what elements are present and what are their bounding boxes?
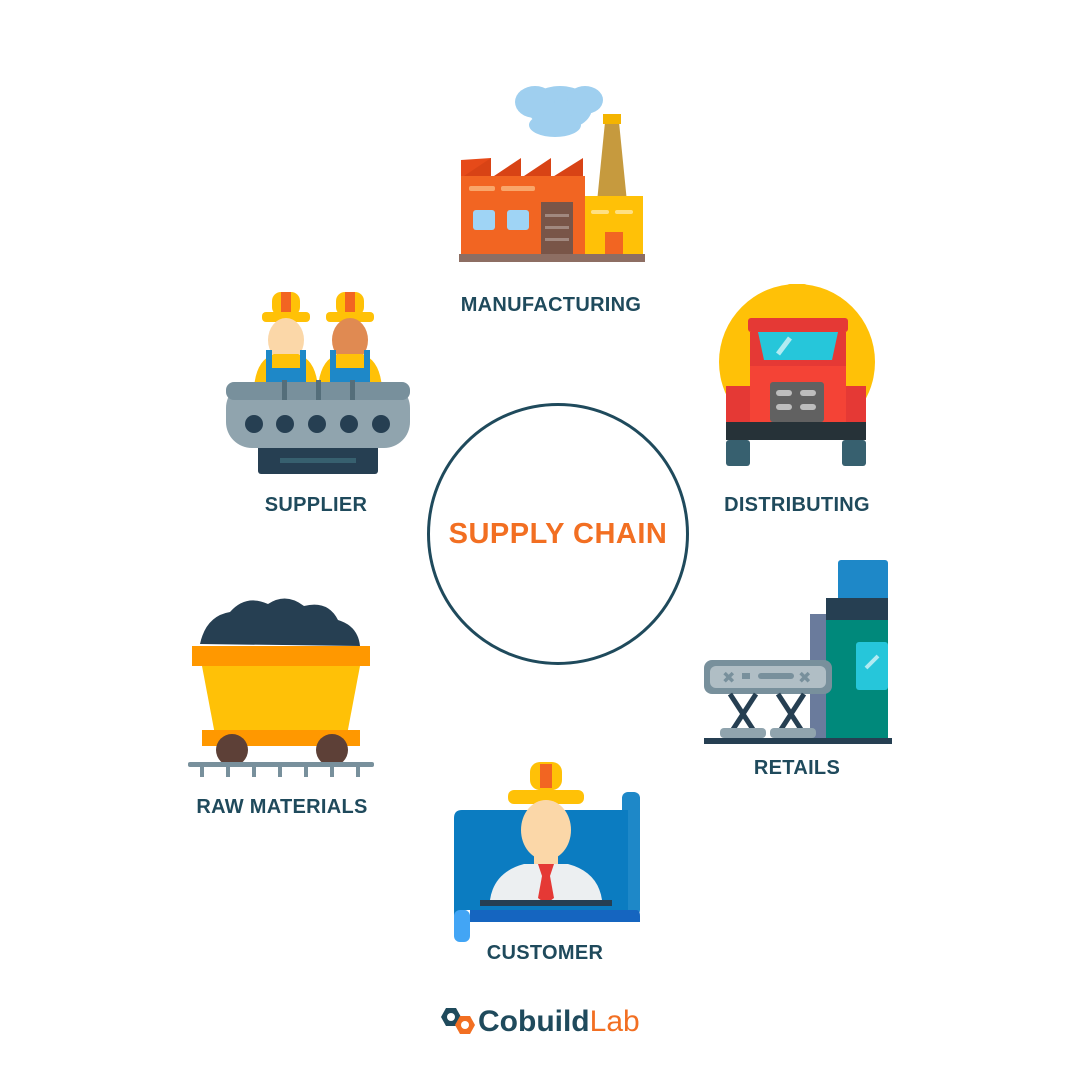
tanker-truck-icon [712, 282, 882, 472]
center-title: SUPPLY CHAIN [448, 517, 668, 550]
hexagon-nuts-icon [441, 1008, 475, 1034]
factory-icon [455, 80, 650, 270]
label-customer: CUSTOMER [486, 942, 604, 964]
logo-word-cobuild: Cobuild [478, 1005, 590, 1038]
label-manufacturing: MANUFACTURING [460, 294, 642, 316]
svg-text:✖: ✖ [798, 668, 811, 687]
center-circle: SUPPLY CHAIN [427, 403, 689, 665]
label-distributing: DISTRIBUTING [724, 494, 870, 516]
conveyor-machine-icon: ✖ ✖ [702, 558, 892, 748]
workers-conveyor-icon [222, 288, 412, 478]
coal-mine-cart-icon [186, 590, 376, 780]
engineer-blueprint-icon [450, 760, 645, 950]
label-raw-materials: RAW MATERIALS [196, 796, 368, 818]
svg-text:✖: ✖ [722, 668, 735, 687]
label-retails: RETAILS [753, 757, 841, 779]
logo-word-lab: Lab [589, 1005, 640, 1038]
cobuildlab-logo: Cobuild Lab [436, 1000, 640, 1044]
label-supplier: SUPPLIER [264, 494, 368, 516]
